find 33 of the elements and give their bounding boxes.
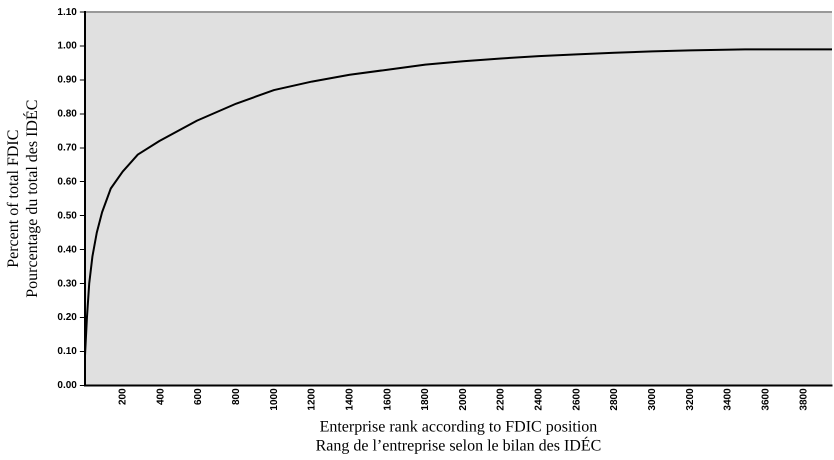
x-tick-label: 3400 [722,388,734,411]
x-tick-label: 2000 [458,388,469,411]
y-axis-title: Percent of total FDIC Pourcentage du total des IDÉC [4,100,42,298]
y-tick-label: 1.00 [57,40,78,52]
y-tick-label: 1.10 [57,6,78,18]
x-tick-label: 800 [230,388,242,406]
x-tick-label: 3600 [760,388,772,411]
y-tick-label: 0.40 [57,244,78,256]
x-tick-label: 200 [117,388,128,406]
x-tick-label: 1400 [344,388,356,411]
x-tick-label: 1800 [420,388,432,411]
x-tick-label: 400 [155,388,166,406]
x-tick-label: 1200 [306,388,318,411]
y-tick-label: 0.80 [57,108,78,120]
x-tick-label: 3200 [684,388,696,411]
y-tick-label: 0.10 [57,346,78,358]
x-tick-label: 1600 [382,388,394,411]
x-tick-label: 2600 [571,388,582,411]
x-tick-label: 600 [193,388,204,406]
y-tick-label: 0.50 [57,210,78,222]
y-tick-label: 0.00 [57,380,78,392]
y-tick-label: 0.20 [57,312,78,324]
y-tick-label: 0.70 [57,142,78,154]
x-tick-label: 2400 [534,388,545,411]
y-tick-label: 0.60 [57,176,78,188]
y-tick-label: 0.30 [57,278,78,290]
x-tick-label: 3800 [798,388,810,411]
x-tick-label: 2200 [496,388,507,411]
x-axis-title: Enterprise rank according to FDIC position Rang de l’entreprise selon le bilan des IDÉC [316,418,602,455]
y-tick-label: 0.90 [57,74,78,86]
x-tick-label: 3000 [647,388,658,411]
x-tick-label: 1000 [268,388,280,411]
x-tick-label: 2800 [609,388,620,411]
